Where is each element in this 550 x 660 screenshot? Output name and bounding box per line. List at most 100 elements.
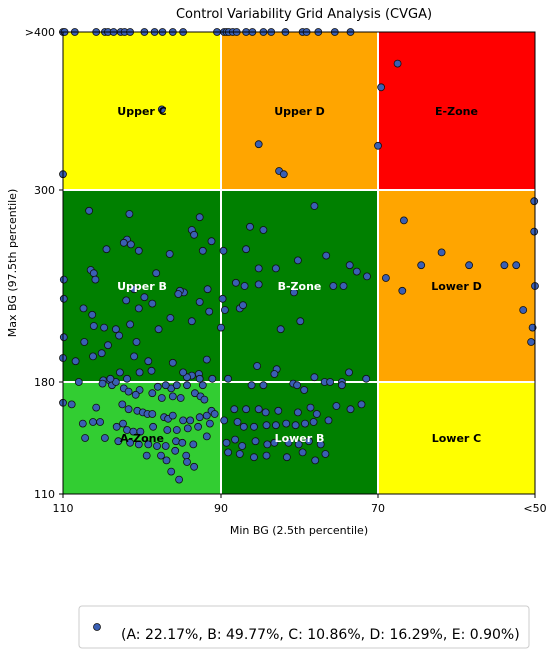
- data-point: [135, 368, 144, 377]
- data-point: [339, 282, 348, 290]
- data-point: [125, 210, 134, 218]
- data-point: [171, 446, 180, 455]
- data-point: [374, 141, 382, 150]
- data-point: [310, 373, 319, 382]
- data-point: [282, 419, 291, 428]
- data-point: [166, 314, 175, 322]
- zone-lower-b: [221, 382, 378, 494]
- data-point: [322, 251, 331, 260]
- legend-label: (A: 22.17%, B: 49.77%, C: 10.86%, D: 16.…: [121, 627, 520, 643]
- data-point: [112, 422, 121, 431]
- data-point: [270, 438, 279, 447]
- data-point: [118, 400, 127, 409]
- data-point: [250, 422, 258, 431]
- data-point: [198, 381, 207, 390]
- data-point: [205, 307, 214, 316]
- chart-title: Control Variability Grid Analysis (CVGA): [176, 7, 432, 22]
- legend-marker: [93, 623, 101, 631]
- data-point: [168, 358, 177, 367]
- data-point: [165, 250, 174, 258]
- data-point: [126, 240, 135, 249]
- data-point: [153, 382, 162, 391]
- data-point: [132, 338, 141, 346]
- data-point: [74, 378, 83, 386]
- data-point: [149, 422, 158, 431]
- data-point: [253, 362, 262, 370]
- data-point: [92, 403, 101, 412]
- data-point: [205, 419, 214, 428]
- data-point: [346, 405, 355, 414]
- data-point: [183, 458, 191, 466]
- data-point: [115, 331, 123, 340]
- data-point: [242, 405, 251, 414]
- data-point: [300, 386, 309, 394]
- data-point: [104, 341, 112, 350]
- data-point: [528, 323, 537, 332]
- zone-label: E-Zone: [435, 105, 478, 118]
- data-point: [172, 426, 181, 434]
- data-point: [148, 389, 157, 398]
- data-point: [126, 320, 135, 329]
- data-point: [114, 437, 123, 446]
- data-point: [321, 450, 330, 458]
- data-point: [179, 368, 188, 377]
- data-point: [195, 374, 204, 383]
- data-point: [187, 317, 196, 326]
- data-point: [186, 416, 195, 425]
- data-point: [239, 301, 247, 310]
- data-point: [304, 437, 313, 446]
- data-point: [148, 299, 157, 308]
- data-point: [163, 426, 172, 434]
- data-point: [89, 352, 97, 361]
- data-point: [259, 226, 268, 234]
- data-point: [352, 267, 361, 276]
- data-point: [203, 285, 212, 294]
- data-point: [231, 435, 240, 444]
- data-point: [106, 374, 115, 383]
- data-point: [220, 306, 229, 314]
- y-tick-label: 110: [34, 488, 55, 501]
- data-point: [238, 442, 247, 450]
- data-point: [202, 411, 211, 420]
- data-point: [126, 438, 135, 447]
- points-layer: [59, 28, 539, 484]
- data-point: [96, 418, 104, 426]
- data-point: [198, 246, 207, 255]
- data-point: [67, 400, 76, 409]
- data-point: [254, 140, 263, 149]
- data-point: [202, 432, 211, 441]
- data-point: [157, 451, 165, 460]
- data-point: [79, 304, 88, 313]
- data-point: [230, 405, 239, 414]
- data-point: [210, 410, 219, 418]
- data-point: [89, 418, 97, 426]
- plot-frame: [62, 31, 536, 495]
- data-point: [294, 440, 303, 449]
- legend-box: [78, 605, 530, 649]
- data-point: [100, 323, 108, 332]
- data-point: [172, 437, 180, 446]
- data-point: [189, 440, 198, 449]
- data-point: [140, 293, 149, 302]
- data-point: [276, 325, 285, 334]
- data-point: [134, 440, 143, 449]
- data-point: [363, 272, 371, 281]
- data-point: [312, 410, 321, 418]
- data-point: [124, 405, 133, 414]
- data-point: [282, 453, 291, 462]
- data-point: [512, 261, 521, 270]
- data-point: [311, 456, 320, 465]
- data-point: [231, 278, 240, 287]
- data-point: [263, 440, 272, 449]
- data-point: [136, 427, 145, 436]
- data-point: [377, 83, 386, 92]
- zone-label: Upper B: [117, 280, 167, 293]
- data-point: [71, 357, 80, 366]
- data-point: [161, 381, 170, 390]
- data-point: [168, 392, 177, 401]
- zone-label: Upper D: [274, 105, 325, 118]
- zone-upper-c: [63, 32, 221, 190]
- data-point: [242, 245, 251, 254]
- y-tick-label: 300: [34, 184, 55, 197]
